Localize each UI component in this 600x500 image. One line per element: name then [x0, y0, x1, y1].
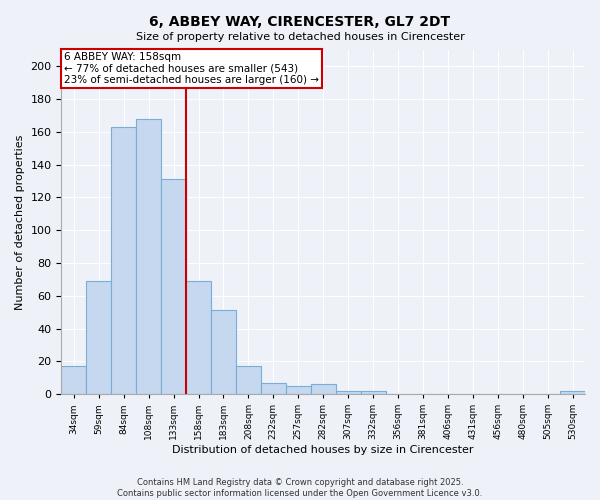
- Y-axis label: Number of detached properties: Number of detached properties: [15, 134, 25, 310]
- Bar: [261, 382, 286, 394]
- Bar: [236, 366, 261, 394]
- Bar: [335, 391, 361, 394]
- Bar: [186, 281, 211, 394]
- Bar: [286, 386, 311, 394]
- Bar: [361, 391, 386, 394]
- Text: Size of property relative to detached houses in Cirencester: Size of property relative to detached ho…: [136, 32, 464, 42]
- Bar: [211, 310, 236, 394]
- Text: 6, ABBEY WAY, CIRENCESTER, GL7 2DT: 6, ABBEY WAY, CIRENCESTER, GL7 2DT: [149, 15, 451, 29]
- Text: 6 ABBEY WAY: 158sqm
← 77% of detached houses are smaller (543)
23% of semi-detac: 6 ABBEY WAY: 158sqm ← 77% of detached ho…: [64, 52, 319, 85]
- Bar: [111, 127, 136, 394]
- Bar: [311, 384, 335, 394]
- Bar: [161, 180, 186, 394]
- X-axis label: Distribution of detached houses by size in Cirencester: Distribution of detached houses by size …: [172, 445, 474, 455]
- Bar: [61, 366, 86, 394]
- Bar: [136, 119, 161, 394]
- Bar: [560, 391, 585, 394]
- Text: Contains HM Land Registry data © Crown copyright and database right 2025.
Contai: Contains HM Land Registry data © Crown c…: [118, 478, 482, 498]
- Bar: [86, 281, 111, 394]
